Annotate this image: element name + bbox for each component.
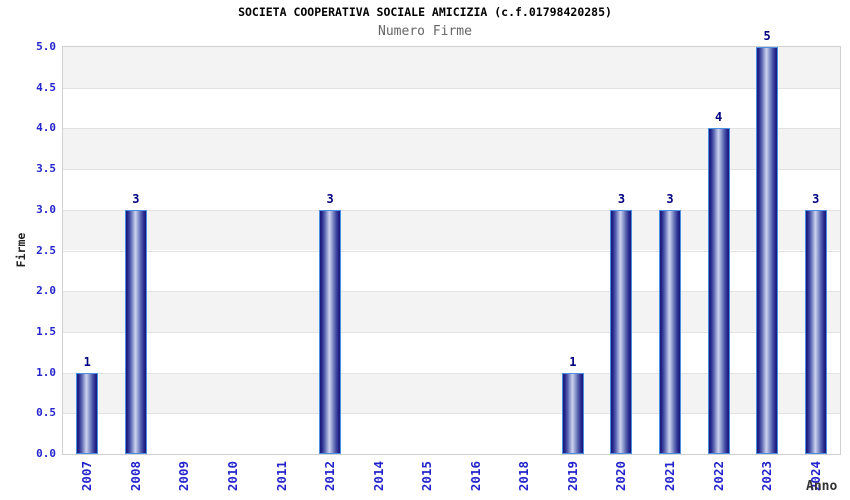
bar (659, 209, 682, 454)
bar-value-label: 3 (617, 191, 626, 206)
y-tick-label: 3.5 (36, 162, 56, 176)
y-tick-label: 2.5 (36, 243, 56, 257)
chart-title: SOCIETA COOPERATIVA SOCIALE AMICIZIA (c.… (238, 5, 612, 19)
grid-line (63, 169, 840, 171)
bar-value-label: 5 (763, 29, 771, 43)
x-tick-label: 2011 (273, 461, 289, 492)
y-tick-label: 2.0 (36, 284, 56, 298)
x-tick-label: 2012 (322, 461, 338, 492)
bar (756, 47, 779, 454)
grid-band (63, 87, 840, 129)
chart-subtitle: Numero Firme (378, 24, 472, 39)
grid-line (63, 372, 840, 374)
bar (707, 128, 730, 454)
grid-line (63, 87, 840, 89)
grid-line (63, 209, 840, 211)
x-tick-label: 2020 (613, 461, 629, 492)
x-tick-label: 2009 (176, 461, 192, 492)
x-tick-label: 2008 (127, 461, 143, 492)
bar (76, 372, 99, 454)
y-tick-label: 1.5 (36, 324, 56, 338)
y-tick-label: 3.0 (36, 202, 56, 216)
bar-value-label: 1 (569, 354, 577, 369)
y-tick-label: 1.0 (36, 365, 56, 379)
grid-band (63, 47, 840, 88)
x-tick-label: 2014 (370, 461, 386, 492)
x-axis-title: Anno (806, 479, 838, 494)
x-tick-label: 2016 (467, 461, 483, 492)
grid-line (63, 413, 840, 415)
grid-line (63, 331, 840, 333)
x-tick-label: 2007 (79, 461, 95, 492)
x-tick-label: 2022 (710, 461, 726, 492)
y-axis-title: Firme (14, 232, 28, 268)
bar (319, 209, 342, 454)
bar-value-label: 4 (714, 110, 723, 125)
x-tick-label: 2010 (224, 461, 240, 492)
x-tick-label: 2019 (564, 461, 580, 492)
bar-value-label: 3 (812, 191, 820, 206)
y-tick-label: 0.0 (36, 447, 56, 460)
x-tick-label: 2015 (419, 461, 435, 492)
y-tick-label: 5.0 (36, 40, 56, 53)
bar (804, 209, 827, 454)
grid-line (63, 250, 840, 252)
grid-line (63, 128, 840, 130)
grid-line (63, 291, 840, 293)
plot-area (62, 46, 841, 455)
bar (124, 209, 147, 454)
bar-value-label: 3 (132, 191, 140, 206)
bar-value-label: 3 (666, 191, 674, 206)
bar-value-label: 3 (326, 191, 334, 206)
bar (561, 372, 584, 454)
y-tick-label: 4.5 (36, 80, 56, 94)
bar (610, 209, 633, 454)
bar-value-label: 1 (83, 354, 91, 369)
x-tick-label: 2023 (759, 461, 775, 492)
y-tick-label: 0.5 (36, 406, 56, 420)
x-tick-label: 2018 (516, 461, 532, 492)
y-tick-label: 4.0 (36, 121, 56, 135)
x-tick-label: 2021 (662, 461, 678, 492)
